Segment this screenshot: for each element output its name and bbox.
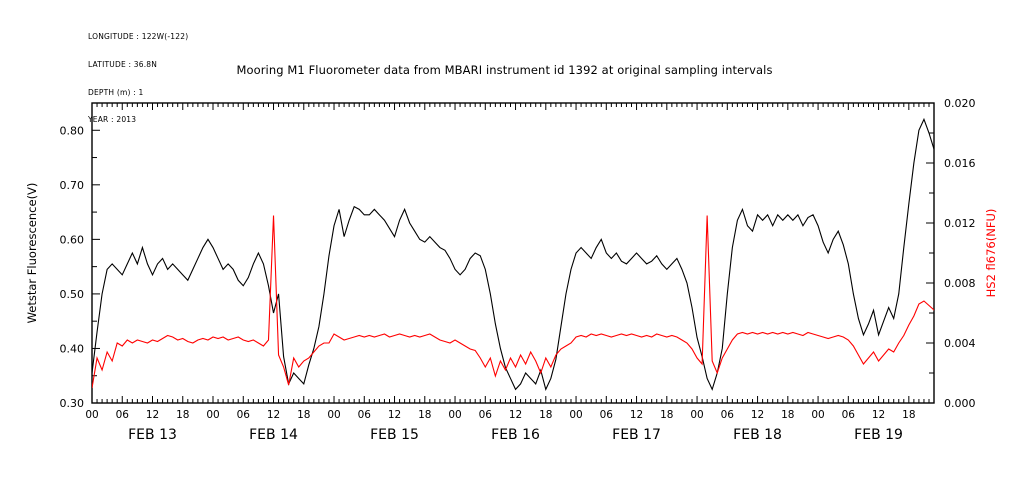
x-hour-label: 18 xyxy=(539,409,552,421)
y2-tick-label: 0.020 xyxy=(944,97,976,110)
metadata-block: LONGITUDE : 122W(-122) LATITUDE : 36.8N … xyxy=(88,14,188,134)
axis-frame xyxy=(91,102,935,404)
metadata-latitude: LATITUDE : 36.8N xyxy=(88,60,158,69)
x-hour-label: 12 xyxy=(630,409,643,421)
y-tick-label: 0.70 xyxy=(60,179,85,192)
x-day-label: FEB 16 xyxy=(491,427,540,443)
x-hour-label: 18 xyxy=(297,409,310,421)
x-day-label: FEB 14 xyxy=(249,427,298,443)
x-hour-label: 00 xyxy=(206,409,219,421)
y-tick-label: 0.30 xyxy=(60,397,85,410)
x-hour-label: 06 xyxy=(600,409,614,421)
x-hour-label: 12 xyxy=(509,409,522,421)
x-hour-label: 06 xyxy=(116,409,130,421)
x-hour-label: 12 xyxy=(388,409,401,421)
metadata-year: YEAR : 2013 xyxy=(88,115,137,125)
page-title: Mooring M1 Fluorometer data from MBARI i… xyxy=(236,63,773,77)
y2-axis-title: HS2 fl676(NFU) xyxy=(984,209,998,298)
x-hour-label: 18 xyxy=(418,409,431,421)
x-hour-label: 00 xyxy=(85,409,98,421)
x-hour-label: 00 xyxy=(690,409,703,421)
x-hour-label: 06 xyxy=(842,409,856,421)
x-hour-label: 00 xyxy=(327,409,340,421)
y-tick-label: 0.40 xyxy=(60,342,85,355)
y-tick-label: 0.60 xyxy=(60,233,85,246)
x-hour-label: 18 xyxy=(902,409,915,421)
y-tick-label: 0.80 xyxy=(60,124,85,137)
y2-tick-label: 0.000 xyxy=(944,397,976,410)
x-hour-label: 12 xyxy=(872,409,885,421)
series-line-wetstar xyxy=(92,117,934,391)
x-hour-label: 18 xyxy=(781,409,794,421)
x-day-label: FEB 19 xyxy=(854,427,903,443)
x-hour-label: 12 xyxy=(267,409,280,421)
y2-tick-label: 0.008 xyxy=(944,277,976,290)
x-hour-label: 06 xyxy=(721,409,735,421)
y2-tick-label: 0.012 xyxy=(944,217,976,230)
x-hour-label: 06 xyxy=(358,409,372,421)
x-day-label: FEB 17 xyxy=(612,427,661,443)
x-hour-label: 00 xyxy=(811,409,824,421)
metadata-depth: DEPTH (m) : 1 xyxy=(88,87,144,97)
x-hour-label: 06 xyxy=(237,409,251,421)
x-day-label: FEB 15 xyxy=(370,427,419,443)
x-hour-label: 06 xyxy=(479,409,493,421)
x-hour-label: 18 xyxy=(176,409,189,421)
x-day-label: FEB 18 xyxy=(733,427,782,443)
x-hour-label: 18 xyxy=(660,409,673,421)
x-hour-label: 12 xyxy=(146,409,159,421)
x-day-label: FEB 13 xyxy=(128,427,177,443)
y-axis-title: Wetstar Fluorescence(V) xyxy=(25,183,39,324)
y2-tick-label: 0.016 xyxy=(944,157,976,170)
y2-tick-label: 0.004 xyxy=(944,337,976,350)
x-hour-label: 00 xyxy=(569,409,582,421)
x-hour-label: 00 xyxy=(448,409,461,421)
metadata-longitude: LONGITUDE : 122W(-122) xyxy=(88,32,189,42)
series-line-hs2 xyxy=(92,215,934,389)
y-tick-label: 0.50 xyxy=(60,288,85,301)
x-hour-label: 12 xyxy=(751,409,764,421)
